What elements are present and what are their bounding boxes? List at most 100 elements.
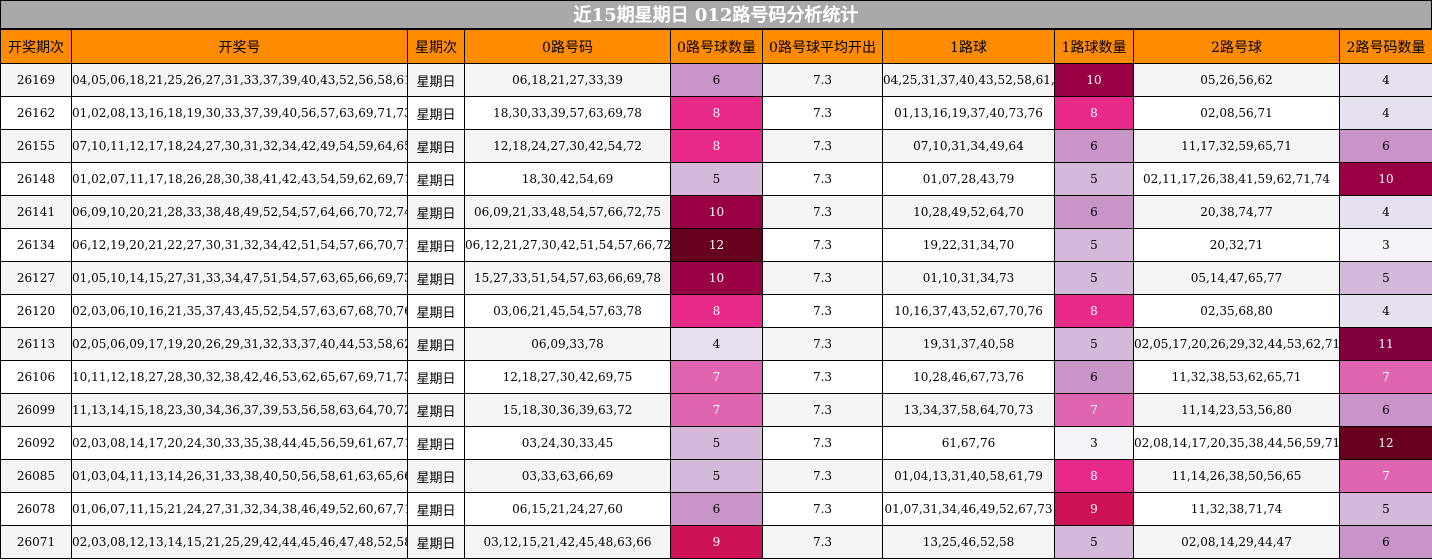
cell-route1-count: 6: [1054, 195, 1134, 229]
cell-route0-count: 7: [670, 360, 763, 394]
cell-route0-count: 8: [670, 294, 763, 328]
cell-route1-numbers: 19,31,37,40,58: [882, 327, 1055, 361]
cell-route2-count: 5: [1339, 492, 1432, 526]
cell-route0-average: 7.3: [762, 195, 883, 229]
cell-route0-count: 5: [670, 459, 763, 493]
header-route0-numbers: 0路号码: [464, 29, 671, 64]
cell-route2-numbers: 02,05,17,20,26,29,32,44,53,62,71: [1133, 327, 1340, 361]
cell-route2-numbers: 02,11,17,26,38,41,59,62,71,74: [1133, 162, 1340, 196]
table-body: 26169 04,05,06,18,21,25,26,27,31,33,37,39…: [0, 63, 1432, 559]
cell-route0-average: 7.3: [762, 294, 883, 328]
header-weekday: 星期次: [407, 29, 465, 64]
cell-period: 26134: [0, 228, 72, 262]
cell-route0-average: 7.3: [762, 492, 883, 526]
table-title: 近15期星期日 012路号码分析统计: [0, 0, 1432, 29]
table-row: 26169 04,05,06,18,21,25,26,27,31,33,37,39…: [0, 63, 1432, 97]
cell-route0-numbers: 12,18,24,27,30,42,54,72: [464, 129, 671, 163]
header-numbers: 开奖号: [71, 29, 408, 64]
cell-weekday: 星期日: [407, 525, 465, 559]
cell-route0-numbers: 06,09,33,78: [464, 327, 671, 361]
cell-route0-numbers: 18,30,33,39,57,63,69,78: [464, 96, 671, 130]
table-row: 26134 06,12,19,20,21,22,27,30,31,32,34,42…: [0, 228, 1432, 262]
cell-period: 26085: [0, 459, 72, 493]
table-row: 26162 01,02,08,13,16,18,19,30,33,37,39,40…: [0, 96, 1432, 130]
cell-route0-numbers: 03,33,63,66,69: [464, 459, 671, 493]
header-route1-numbers: 1路球: [882, 29, 1055, 64]
cell-weekday: 星期日: [407, 96, 465, 130]
cell-route0-numbers: 06,15,21,24,27,60: [464, 492, 671, 526]
cell-route0-count: 6: [670, 63, 763, 97]
cell-route1-count: 8: [1054, 96, 1134, 130]
cell-route2-numbers: 11,32,38,71,74: [1133, 492, 1340, 526]
cell-route1-count: 5: [1054, 327, 1134, 361]
cell-route2-numbers: 11,14,23,53,56,80: [1133, 393, 1340, 427]
header-route1-count: 1路球数量: [1054, 29, 1134, 64]
cell-numbers: 02,05,06,09,17,19,20,26,29,31,32,33,37,4…: [71, 327, 408, 361]
cell-numbers: 04,05,06,18,21,25,26,27,31,33,37,39,40,4…: [71, 63, 408, 97]
cell-route0-numbers: 06,09,21,33,48,54,57,66,72,75: [464, 195, 671, 229]
cell-route2-numbers: 05,26,56,62: [1133, 63, 1340, 97]
cell-weekday: 星期日: [407, 426, 465, 460]
cell-route1-count: 8: [1054, 294, 1134, 328]
cell-route1-count: 8: [1054, 459, 1134, 493]
table-row: 26141 06,09,10,20,21,28,33,38,48,49,52,54…: [0, 195, 1432, 229]
cell-period: 26141: [0, 195, 72, 229]
cell-route0-average: 7.3: [762, 525, 883, 559]
cell-period: 26099: [0, 393, 72, 427]
cell-route0-average: 7.3: [762, 228, 883, 262]
cell-route2-numbers: 05,14,47,65,77: [1133, 261, 1340, 295]
cell-route0-numbers: 03,06,21,45,54,57,63,78: [464, 294, 671, 328]
cell-route2-count: 10: [1339, 162, 1432, 196]
cell-numbers: 06,12,19,20,21,22,27,30,31,32,34,42,51,5…: [71, 228, 408, 262]
cell-route1-count: 5: [1054, 162, 1134, 196]
table-row: 26106 10,11,12,18,27,28,30,32,38,42,46,53…: [0, 360, 1432, 394]
cell-route0-numbers: 15,18,30,36,39,63,72: [464, 393, 671, 427]
cell-route1-numbers: 04,25,31,37,40,43,52,58,61,73: [882, 63, 1055, 97]
cell-route1-count: 9: [1054, 492, 1134, 526]
cell-route1-count: 5: [1054, 525, 1134, 559]
cell-route1-count: 6: [1054, 360, 1134, 394]
cell-route0-average: 7.3: [762, 426, 883, 460]
cell-route2-numbers: 11,14,26,38,50,56,65: [1133, 459, 1340, 493]
cell-route0-numbers: 06,18,21,27,33,39: [464, 63, 671, 97]
cell-route1-numbers: 07,10,31,34,49,64: [882, 129, 1055, 163]
table-row: 26148 01,02,07,11,17,18,26,28,30,38,41,42…: [0, 162, 1432, 196]
table-row: 26099 11,13,14,15,18,23,30,34,36,37,39,53…: [0, 393, 1432, 427]
cell-route1-numbers: 10,28,49,52,64,70: [882, 195, 1055, 229]
cell-route2-numbers: 02,08,14,29,44,47: [1133, 525, 1340, 559]
cell-route2-count: 12: [1339, 426, 1432, 460]
cell-route0-count: 5: [670, 426, 763, 460]
cell-route1-count: 7: [1054, 393, 1134, 427]
cell-route1-count: 10: [1054, 63, 1134, 97]
cell-numbers: 07,10,11,12,17,18,24,27,30,31,32,34,42,4…: [71, 129, 408, 163]
table-row: 26092 02,03,08,14,17,20,24,30,33,35,38,44…: [0, 426, 1432, 460]
cell-numbers: 11,13,14,15,18,23,30,34,36,37,39,53,56,5…: [71, 393, 408, 427]
cell-weekday: 星期日: [407, 63, 465, 97]
cell-route2-count: 6: [1339, 393, 1432, 427]
cell-weekday: 星期日: [407, 393, 465, 427]
cell-route0-count: 6: [670, 492, 763, 526]
cell-numbers: 10,11,12,18,27,28,30,32,38,42,46,53,62,6…: [71, 360, 408, 394]
cell-route0-average: 7.3: [762, 96, 883, 130]
cell-route0-count: 10: [670, 261, 763, 295]
cell-numbers: 01,06,07,11,15,21,24,27,31,32,34,38,46,4…: [71, 492, 408, 526]
cell-route2-count: 6: [1339, 129, 1432, 163]
header-period: 开奖期次: [0, 29, 72, 64]
cell-route0-numbers: 06,12,21,27,30,42,51,54,57,66,72,75: [464, 228, 671, 262]
cell-numbers: 02,03,06,10,16,21,35,37,43,45,52,54,57,6…: [71, 294, 408, 328]
cell-weekday: 星期日: [407, 129, 465, 163]
cell-route1-numbers: 19,22,31,34,70: [882, 228, 1055, 262]
cell-route0-average: 7.3: [762, 327, 883, 361]
cell-period: 26078: [0, 492, 72, 526]
cell-route0-count: 5: [670, 162, 763, 196]
cell-period: 26169: [0, 63, 72, 97]
cell-route2-count: 7: [1339, 459, 1432, 493]
cell-numbers: 01,02,08,13,16,18,19,30,33,37,39,40,56,5…: [71, 96, 408, 130]
cell-period: 26155: [0, 129, 72, 163]
cell-route0-count: 10: [670, 195, 763, 229]
cell-route1-count: 5: [1054, 261, 1134, 295]
cell-route0-average: 7.3: [762, 129, 883, 163]
cell-route1-numbers: 01,13,16,19,37,40,73,76: [882, 96, 1055, 130]
cell-weekday: 星期日: [407, 492, 465, 526]
